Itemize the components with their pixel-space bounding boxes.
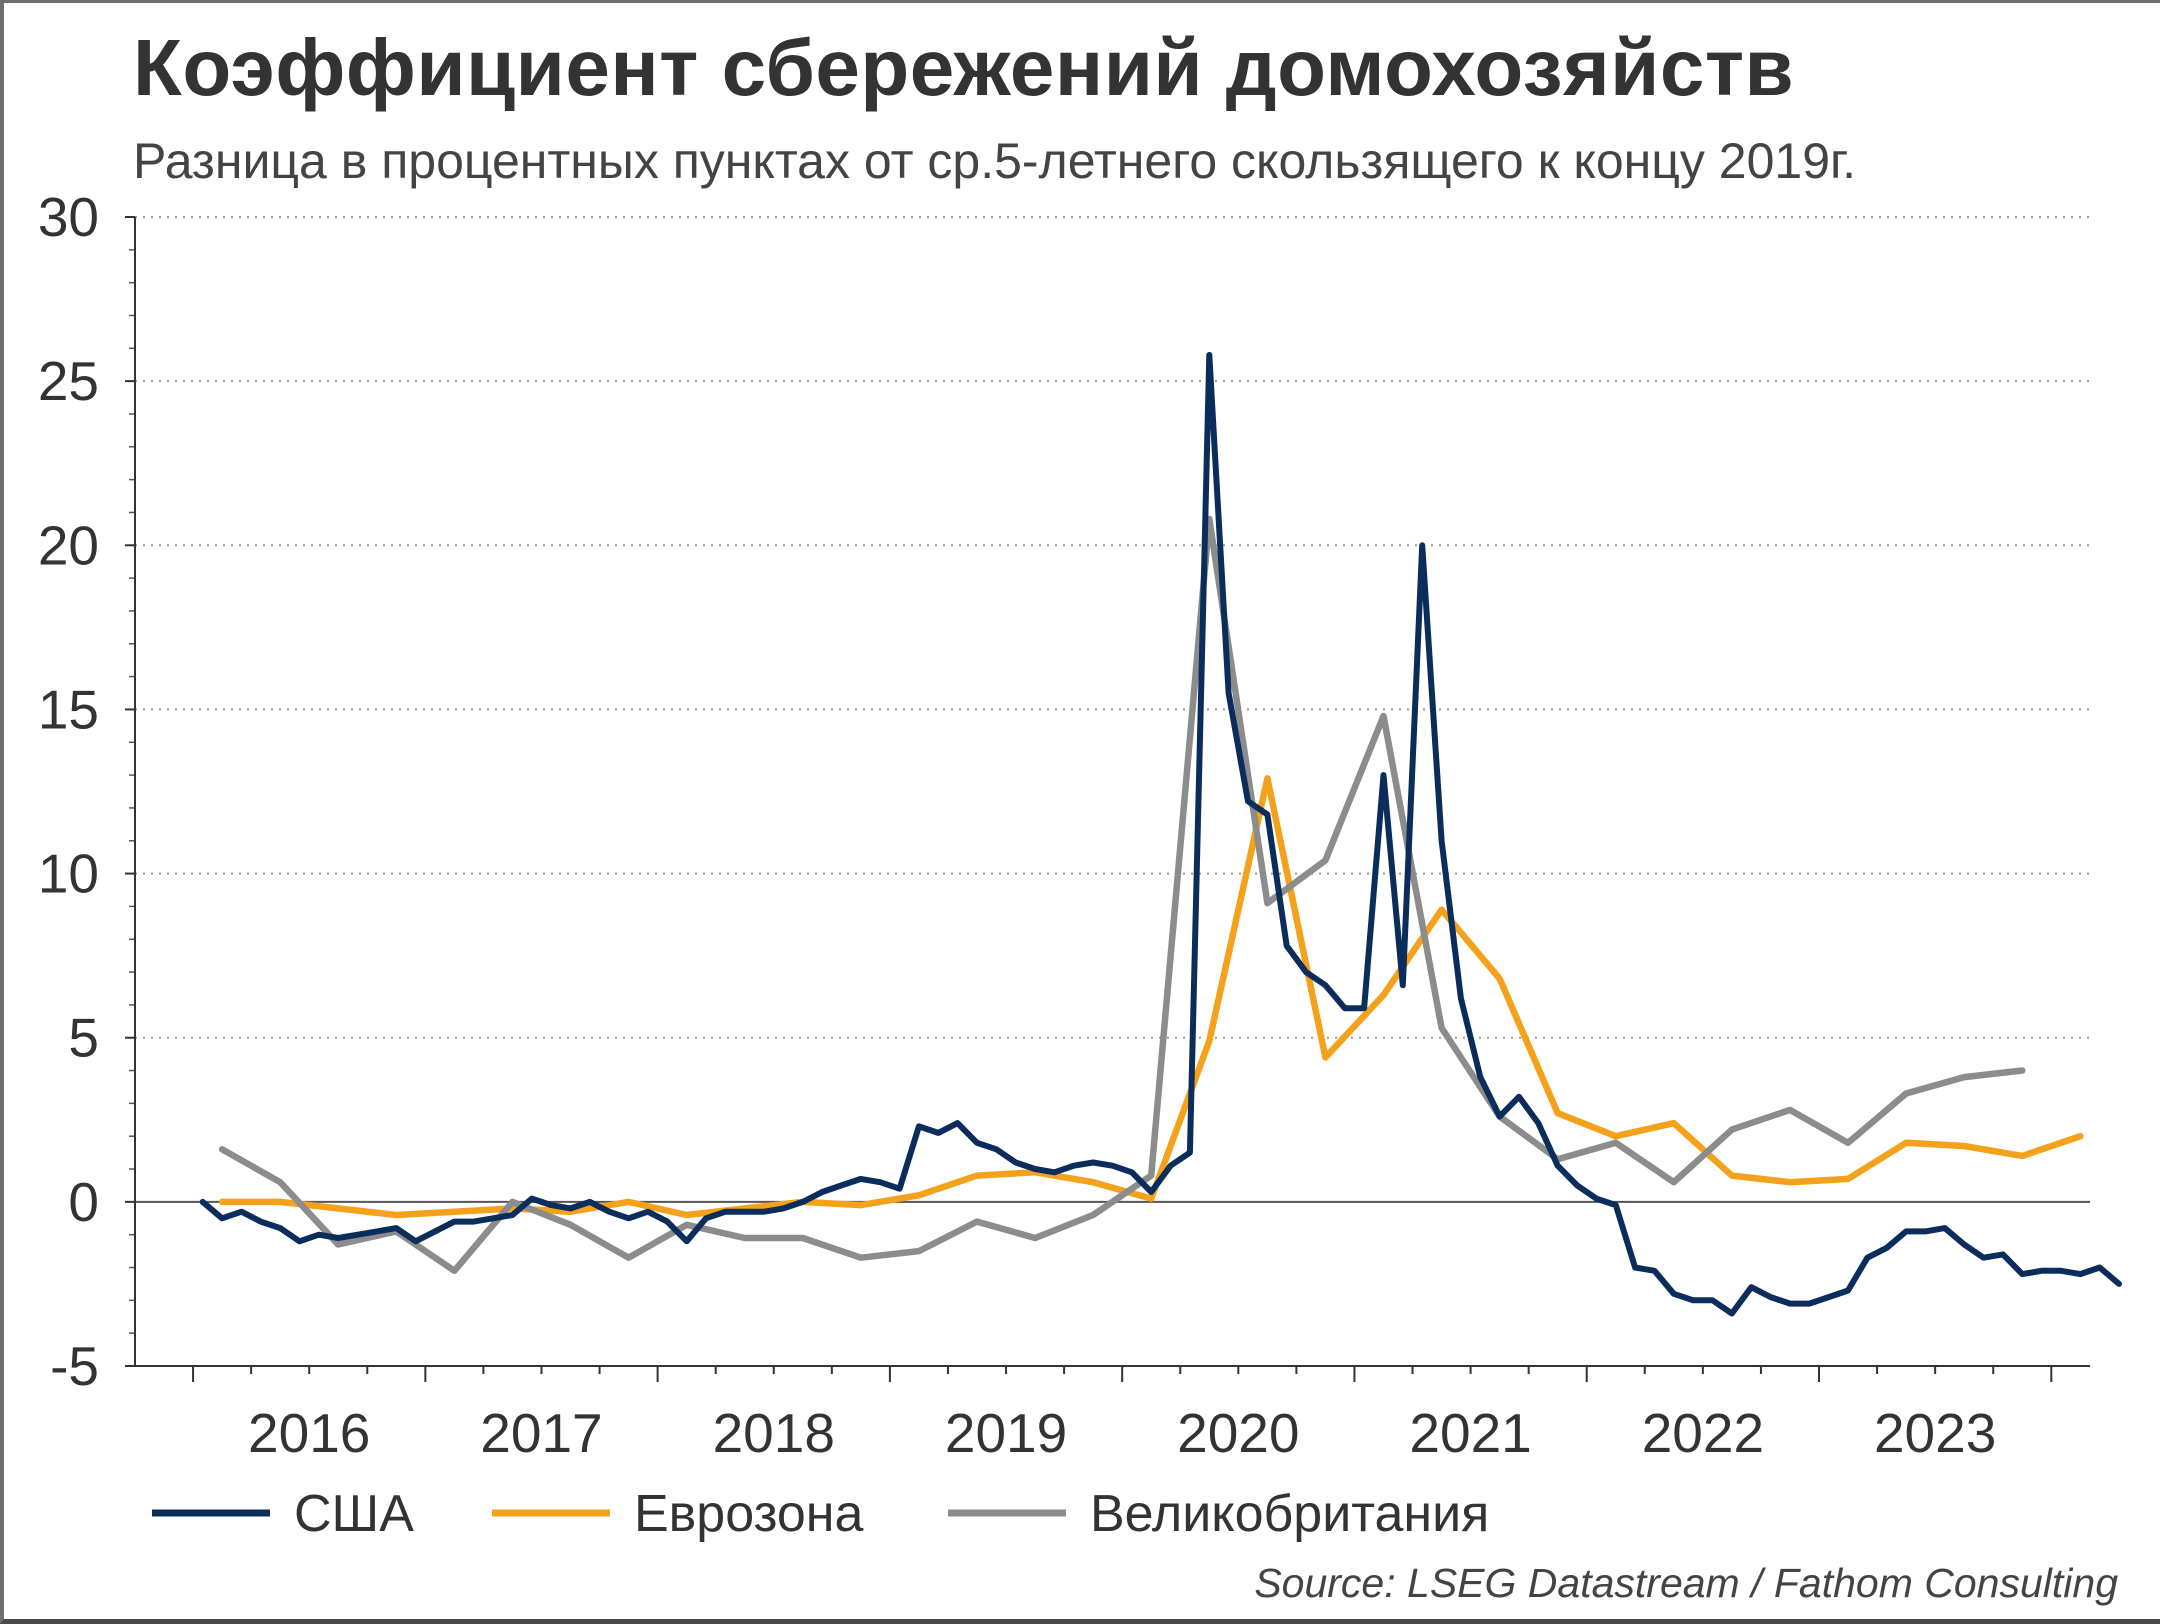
source-note: Source: LSEG Datastream / Fathom Consult… [1254,1560,2118,1606]
y-tick-label: 20 [38,514,99,576]
series-lines [199,351,2122,1317]
legend-label: Великобритания [1090,1485,1489,1543]
y-tick-label: 30 [38,186,99,248]
axes [125,216,2090,1382]
legend-label: Еврозона [634,1485,863,1543]
y-axis-ticks: -5 0 5 10 15 20 25 30 [38,186,99,1397]
x-tick-label: 2023 [1874,1402,1996,1464]
gridlines [135,216,2090,1039]
y-tick-label: 25 [38,350,99,412]
series-line-3 [218,515,2026,1275]
x-tick-label: 2016 [248,1402,370,1464]
x-axis-ticks: 2016 2017 2018 2019 2020 2021 2022 2023 [248,1402,1996,1464]
x-tick-label: 2022 [1642,1402,1764,1464]
x-tick-label: 2020 [1177,1402,1299,1464]
x-tick-label: 2018 [713,1402,835,1464]
chart-subtitle: Разница в процентных пунктах от ср.5-лет… [133,133,1857,189]
x-tick-label: 2017 [480,1402,602,1464]
x-tick-label: 2019 [945,1402,1067,1464]
x-tick-label: 2021 [1409,1402,1531,1464]
y-tick-label: 10 [38,843,99,905]
legend-label: США [294,1485,414,1543]
y-tick-label: 0 [68,1171,99,1233]
legend: США Еврозона Великобритания [152,1485,1489,1543]
series-line-1 [199,351,2122,1317]
y-tick-label: -5 [50,1335,99,1397]
y-tick-label: 15 [38,678,99,740]
y-tick-label: 5 [68,1007,99,1069]
chart-title: Коэффициент сбережений домохозяйств [133,23,1795,112]
